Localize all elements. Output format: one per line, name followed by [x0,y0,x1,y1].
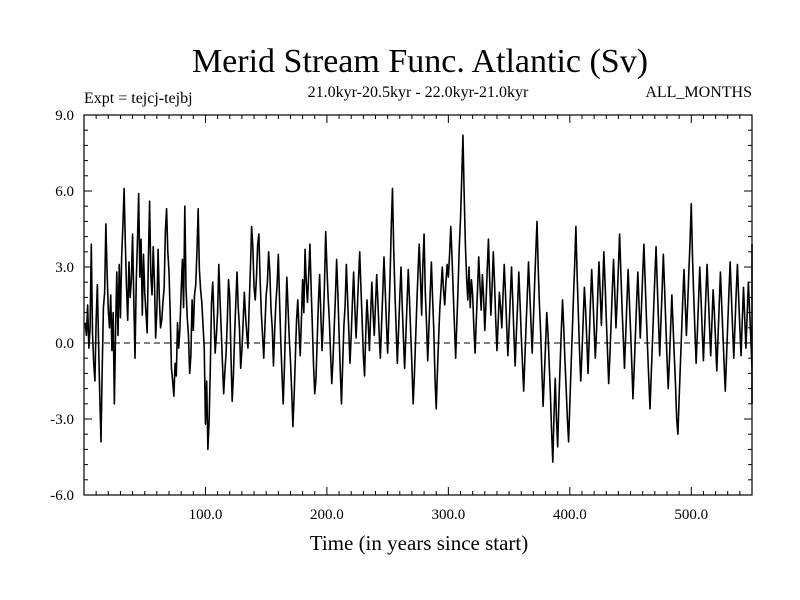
experiment-annotation: Expt = tejcj-tejbj [84,90,193,107]
y-tick-label: -3.0 [50,412,74,428]
plot-frame [83,114,753,496]
x-tick-label: 100.0 [189,507,223,523]
chart-title: Merid Stream Func. Atlantic (Sv) [192,43,648,80]
x-tick-label: 200.0 [310,507,344,523]
chart-subtitle: 21.0kyr-20.5kyr - 22.0kyr-21.0kyr [308,84,529,101]
data-series-line [84,134,753,463]
y-tick-label: 0.0 [55,336,74,352]
y-tick-label: 6.0 [55,184,74,200]
x-axis-label: Time (in years since start) [310,531,529,555]
x-tick-label: 400.0 [553,507,587,523]
y-tick-label: 3.0 [55,260,74,276]
y-tick-label: 9.0 [55,108,74,124]
y-tick-label: -6.0 [50,488,74,504]
x-tick-label: 300.0 [431,507,465,523]
x-tick-label: 500.0 [674,507,708,523]
x-axis: 100.0 200.0 300.0 400.0 500.0 [95,115,741,523]
months-annotation: ALL_MONTHS [645,84,752,101]
